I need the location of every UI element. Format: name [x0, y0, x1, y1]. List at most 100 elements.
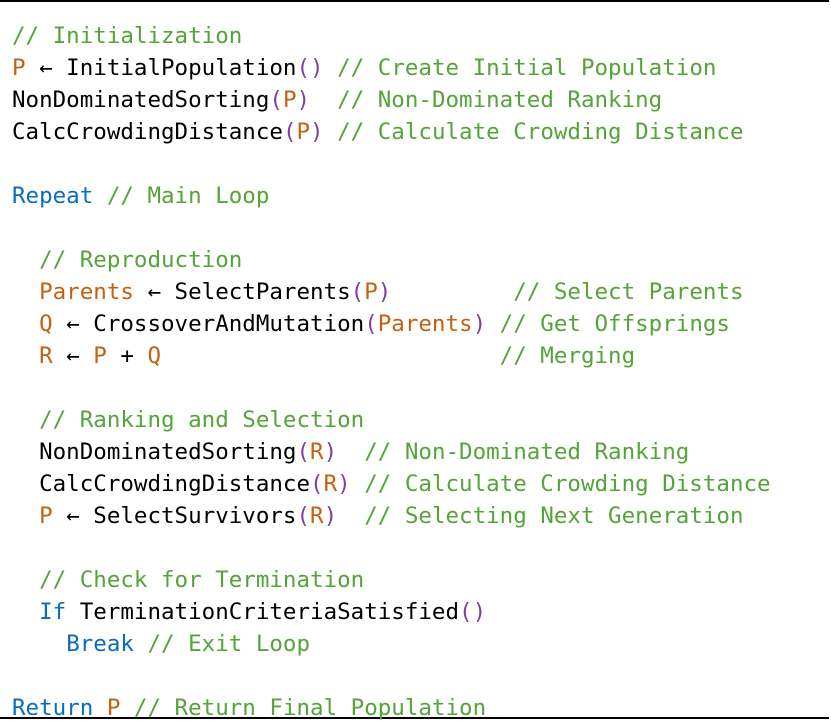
code-text — [486, 311, 500, 337]
code-text — [391, 279, 513, 305]
code-comment: // Get Offsprings — [499, 311, 730, 337]
code-text: ← SelectSurvivors — [52, 503, 297, 529]
code-text — [93, 183, 107, 209]
code-paren: ) — [377, 279, 392, 305]
code-paren: ) — [337, 471, 351, 497]
code-text: CalcCrowdingDistance — [12, 119, 283, 145]
code-paren: () — [296, 55, 324, 81]
code-line: Repeat // Main Loop — [12, 180, 269, 212]
code-comment: // Ranking and Selection — [39, 407, 365, 433]
code-text — [134, 631, 148, 657]
code-paren: ( — [350, 279, 365, 305]
code-variable: Parents — [39, 279, 134, 305]
code-line: Q ← CrossoverAndMutation(Parents) // Get… — [12, 308, 730, 340]
code-paren: ( — [296, 439, 311, 465]
code-paren: ( — [269, 87, 283, 113]
code-comment: // Exit Loop — [147, 631, 311, 657]
code-line: CalcCrowdingDistance(R) // Calculate Cro… — [12, 468, 771, 500]
code-text: ← CrossoverAndMutation — [52, 311, 365, 337]
code-text: NonDominatedSorting — [12, 87, 270, 113]
code-text — [12, 599, 39, 625]
code-text: + — [106, 343, 148, 369]
code-variable: P — [106, 695, 121, 721]
code-comment: // Main Loop — [106, 183, 270, 209]
code-paren: ) — [323, 439, 338, 465]
code-line: CalcCrowdingDistance(P) // Calculate Cro… — [12, 116, 744, 148]
code-line: NonDominatedSorting(R) // Non-Dominated … — [12, 436, 689, 468]
code-text — [310, 87, 337, 113]
code-variable: P — [364, 279, 378, 305]
code-line: Parents ← SelectParents(P) // Select Par… — [12, 276, 744, 308]
code-variable: R — [323, 471, 338, 497]
code-variable: Q — [147, 343, 162, 369]
code-line: If TerminationCriteriaSatisfied() — [12, 596, 486, 628]
code-text — [12, 311, 39, 337]
code-paren: ) — [310, 119, 324, 145]
code-text — [12, 407, 39, 433]
code-paren: ) — [296, 87, 311, 113]
code-text — [337, 439, 364, 465]
code-line: Return P // Return Final Population — [12, 692, 486, 724]
code-paren: ( — [364, 311, 378, 337]
code-paren: ) — [323, 503, 338, 529]
code-line: Break // Exit Loop — [12, 628, 310, 660]
code-comment: // Non-Dominated Ranking — [364, 439, 690, 465]
code-comment: // Non-Dominated Ranking — [337, 87, 663, 113]
code-paren: ( — [310, 471, 324, 497]
code-text — [12, 279, 39, 305]
code-variable: P — [93, 343, 107, 369]
code-variable: Q — [39, 311, 53, 337]
code-text: ← InitialPopulation — [25, 55, 297, 81]
code-comment: // Calculate Crowding Distance — [364, 471, 771, 497]
code-variable: R — [310, 439, 324, 465]
code-keyword: Return — [12, 695, 94, 721]
code-text — [324, 55, 338, 81]
code-line: // Ranking and Selection — [12, 404, 364, 436]
code-line: // Check for Termination — [12, 564, 364, 596]
code-comment: // Merging — [499, 343, 636, 369]
code-line: // Initialization — [12, 20, 242, 52]
code-text — [120, 695, 134, 721]
code-text: TerminationCriteriaSatisfied — [66, 599, 460, 625]
code-keyword: Break — [66, 631, 134, 657]
code-text — [93, 695, 107, 721]
code-text — [12, 631, 66, 657]
code-variable: P — [282, 87, 297, 113]
code-text: ← — [52, 343, 94, 369]
code-text — [351, 471, 365, 497]
code-text: ← SelectParents — [133, 279, 351, 305]
code-text: CalcCrowdingDistance — [12, 471, 311, 497]
code-paren: ) — [472, 311, 487, 337]
code-variable: P — [296, 119, 311, 145]
code-text: NonDominatedSorting — [12, 439, 297, 465]
code-paren: () — [459, 599, 487, 625]
code-line: NonDominatedSorting(P) // Non-Dominated … — [12, 84, 662, 116]
code-line: // Reproduction — [12, 244, 242, 276]
code-paren: ( — [296, 503, 311, 529]
code-comment: // Selecting Next Generation — [364, 503, 744, 529]
code-line: P ← SelectSurvivors(R) // Selecting Next… — [12, 500, 744, 532]
code-keyword: Repeat — [12, 183, 94, 209]
code-comment: // Return Final Population — [133, 695, 487, 721]
code-variable: R — [39, 343, 53, 369]
code-keyword: If — [39, 599, 67, 625]
code-comment: // Reproduction — [39, 247, 243, 273]
code-paren: ( — [282, 119, 297, 145]
code-line: P ← InitialPopulation() // Create Initia… — [12, 52, 716, 84]
code-line: R ← P + Q // Merging — [12, 340, 635, 372]
code-comment: // Create Initial Population — [337, 55, 717, 81]
code-text — [324, 119, 338, 145]
code-variable: P — [39, 503, 53, 529]
code-text — [12, 503, 39, 529]
code-text — [12, 247, 39, 273]
code-variable: Parents — [377, 311, 473, 337]
code-text — [12, 343, 39, 369]
code-comment: // Calculate Crowding Distance — [337, 119, 744, 145]
code-variable: P — [12, 55, 26, 81]
code-text — [337, 503, 364, 529]
code-comment: // Check for Termination — [39, 567, 365, 593]
code-comment: // Initialization — [12, 23, 243, 49]
code-comment: // Select Parents — [513, 279, 744, 305]
code-text — [161, 343, 500, 369]
